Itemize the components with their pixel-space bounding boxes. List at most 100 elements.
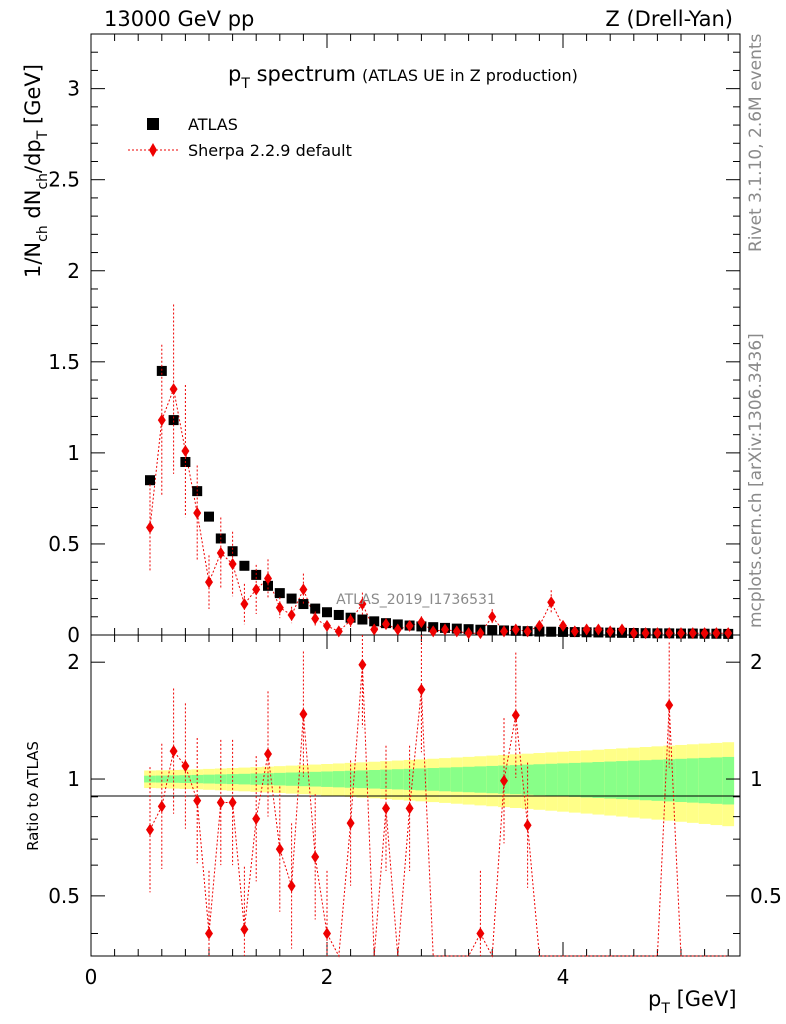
sherpa-point [323, 619, 331, 632]
legend-atlas-label: ATLAS [188, 115, 238, 134]
stat-band [722, 756, 735, 805]
sherpa-point [264, 572, 272, 585]
atlas-point [145, 475, 155, 486]
energy-label: 13000 GeV pp [104, 7, 254, 31]
sherpa-point [299, 583, 308, 596]
y-tick-label: 1.5 [48, 350, 80, 374]
stat-band [427, 768, 440, 791]
ratio-tick-label-right: 2 [750, 650, 763, 674]
sherpa-point [476, 627, 485, 640]
stat-band [698, 757, 711, 804]
ratio-point [500, 774, 508, 787]
ratio-point [511, 709, 520, 722]
ratio-tick-label: 1 [67, 767, 80, 791]
sherpa-point [452, 625, 461, 638]
stat-band [580, 762, 593, 798]
sherpa-point [582, 623, 591, 636]
stat-band [439, 767, 451, 792]
ratio-point [240, 923, 249, 936]
y-axis-label: 1/Nch dNch/dpT [GeV] [21, 64, 51, 278]
stat-band [686, 758, 699, 803]
legend-sherpa-marker [149, 143, 157, 157]
sherpa-point [488, 610, 497, 623]
stat-band [144, 775, 156, 783]
sherpa-point [641, 627, 650, 640]
atlas-point [168, 415, 179, 426]
y-tick-label: 0.5 [48, 532, 80, 556]
analysis-label: ATLAS_2019_I1736531 [336, 592, 496, 608]
atlas-point [298, 599, 309, 610]
sherpa-point [712, 627, 721, 640]
stat-band [616, 761, 628, 800]
atlas-point [286, 593, 297, 604]
sherpa-point [181, 445, 190, 458]
sherpa-point [511, 623, 520, 636]
ratio-point [264, 748, 272, 761]
x-tick-label: 4 [557, 965, 570, 989]
stat-band [474, 766, 487, 793]
ratio-point [323, 927, 331, 940]
ratio-line [149, 664, 729, 958]
ratio-tick-label-right: 0.5 [750, 884, 782, 908]
stat-band [214, 774, 227, 784]
ratio-point [275, 843, 284, 856]
stat-band [273, 772, 286, 786]
sherpa-point [700, 627, 709, 640]
plot-title: pT spectrum (ATLAS UE in Z production) [228, 62, 578, 92]
ratio-point [193, 794, 202, 807]
sherpa-point [606, 625, 615, 638]
atlas-point [263, 580, 273, 591]
ratio-point [146, 823, 154, 836]
atlas-point [369, 616, 380, 627]
stat-band [332, 771, 345, 788]
ratio-point [205, 927, 213, 940]
sherpa-point [500, 625, 508, 638]
sherpa-point [405, 619, 414, 632]
stat-band [262, 773, 274, 786]
sherpa-point [358, 598, 367, 611]
stat-band [179, 775, 192, 783]
sherpa-point [228, 557, 237, 570]
sherpa-point [570, 625, 579, 638]
ratio-point [405, 802, 414, 815]
ratio-point [216, 796, 225, 809]
stat-band [285, 772, 298, 786]
sherpa-point [724, 627, 733, 640]
stat-band [663, 759, 676, 802]
stat-band [356, 770, 369, 789]
sherpa-point [311, 612, 320, 625]
sherpa-point [216, 547, 225, 560]
ratio-tick-label: 2 [67, 650, 80, 674]
sherpa-point [547, 596, 556, 609]
stat-band [415, 768, 428, 791]
tick-labels: 0 2 4 0 0.5 1 1.5 2 2.5 3 0.5 0.5 1 1 2 2 [48, 77, 782, 989]
stat-band [509, 765, 522, 795]
stat-band [710, 757, 723, 804]
stat-band [651, 759, 664, 801]
rivet-label: Rivet 3.1.10, 2.6M events [746, 33, 766, 252]
ratio-point [358, 658, 367, 671]
sherpa-point [429, 625, 438, 638]
sherpa-point [157, 414, 166, 427]
ratio-tick-label: 0.5 [48, 884, 80, 908]
ratio-point [169, 745, 178, 758]
ratio-point [382, 802, 390, 815]
stat-band [203, 774, 215, 784]
x-tick-label: 0 [85, 965, 98, 989]
stat-band [238, 773, 251, 785]
stat-band [167, 775, 180, 783]
ratio-point [181, 760, 190, 773]
sherpa-point [417, 616, 426, 629]
stat-band [639, 760, 652, 801]
atlas-point [357, 614, 368, 625]
stat-band [250, 773, 263, 785]
sherpa-point [346, 614, 355, 627]
mcplots-label: mcplots.cern.ch [arXiv:1306.3436] [746, 333, 766, 628]
y-tick-label: 2.5 [48, 168, 80, 192]
ratio-point [523, 819, 532, 832]
sherpa-point [393, 623, 402, 636]
sherpa-point [193, 506, 202, 519]
stat-band [545, 763, 558, 796]
atlas-point [239, 560, 250, 571]
